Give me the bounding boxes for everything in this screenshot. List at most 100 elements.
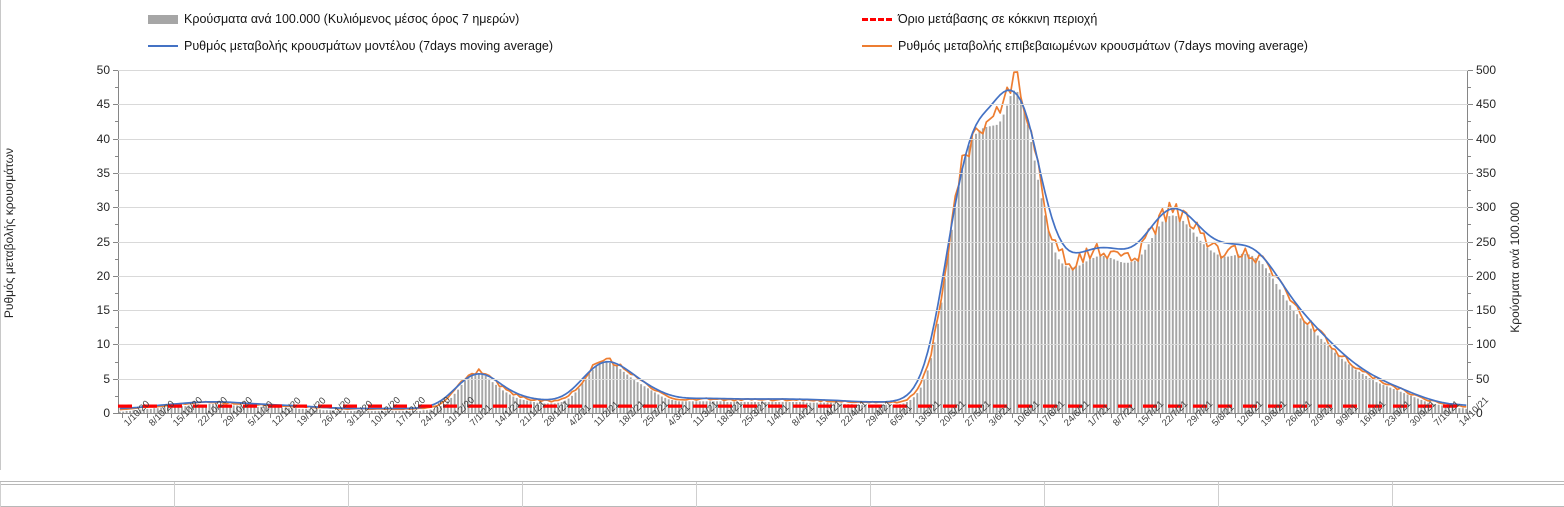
bar	[1378, 383, 1381, 413]
bar	[1392, 388, 1395, 413]
bar	[132, 410, 135, 413]
x-axis-tick	[319, 413, 321, 418]
bar	[812, 402, 815, 413]
axis-tick	[1468, 138, 1473, 140]
bar	[909, 399, 912, 413]
bar	[968, 145, 971, 413]
axis-minor-tick	[115, 292, 118, 294]
bar	[854, 404, 857, 413]
bar	[1099, 255, 1102, 413]
bar	[1410, 395, 1412, 413]
bar	[1230, 255, 1233, 413]
legend-item-cases-per-100k[interactable]: Κρούσματα ανά 100.000 (Κυλιόμενος μέσος …	[148, 12, 519, 26]
bar	[391, 410, 394, 413]
bar	[122, 411, 125, 413]
bar	[640, 384, 643, 413]
axis-minor-tick	[115, 121, 118, 123]
bar	[805, 402, 808, 413]
bar	[329, 410, 332, 413]
bar	[156, 408, 159, 413]
bar	[1334, 352, 1337, 413]
y-axis-right-tick-label: 50	[1476, 371, 1490, 386]
legend-item-red-threshold[interactable]: Όριο μετάβασης σε κόκκινη περιοχή	[862, 12, 1097, 26]
x-axis-tick	[393, 413, 395, 418]
y-axis-right-tick-label: 450	[1476, 97, 1497, 112]
bar	[142, 409, 145, 413]
bar	[1189, 228, 1192, 413]
bar	[709, 401, 712, 413]
bar	[1289, 305, 1292, 413]
bar	[477, 373, 480, 413]
bar	[1330, 349, 1333, 413]
sheet-hline-top	[0, 481, 1564, 482]
x-axis-tick	[962, 413, 964, 418]
bar	[760, 402, 763, 413]
bar	[1268, 273, 1271, 413]
bar	[301, 408, 304, 413]
bar	[180, 406, 183, 413]
bar	[1413, 397, 1416, 413]
bar	[153, 408, 156, 413]
x-axis-tick	[542, 413, 544, 418]
bar	[1182, 220, 1185, 413]
bar	[1161, 221, 1164, 413]
bar	[1271, 278, 1274, 413]
bar	[1009, 96, 1012, 413]
axis-minor-tick	[115, 87, 118, 89]
bar	[384, 410, 387, 413]
bar	[843, 404, 846, 413]
bar	[488, 378, 491, 413]
bar	[1454, 407, 1457, 413]
bar	[1037, 179, 1040, 413]
legend-label-confirmed-rate: Ρυθμός μεταβολής επιβεβαιωμένων κρουσμάτ…	[898, 39, 1308, 53]
bar	[1151, 238, 1154, 413]
bar	[1213, 252, 1216, 413]
spreadsheet-grid[interactable]	[0, 470, 1564, 507]
bar	[291, 408, 294, 413]
bar	[1140, 254, 1143, 413]
bar	[1109, 257, 1112, 413]
legend-item-confirmed-rate[interactable]: Ρυθμός μεταβολής επιβεβαιωμένων κρουσμάτ…	[862, 39, 1308, 53]
legend-item-model-rate[interactable]: Ρυθμός μεταβολής κρουσμάτων μοντέλου (7d…	[148, 39, 553, 53]
bar	[505, 392, 508, 413]
bar	[947, 253, 950, 413]
bar	[1358, 371, 1361, 413]
bar	[1292, 310, 1295, 413]
x-axis-tick	[863, 413, 865, 418]
bar	[1085, 261, 1088, 413]
bar	[819, 402, 822, 413]
bar	[930, 358, 933, 413]
x-axis-tick	[1185, 413, 1187, 418]
bar	[992, 125, 995, 413]
dashed-line-swatch-icon	[862, 17, 892, 21]
bar	[1427, 402, 1430, 413]
y-axis-right-tick-label: 250	[1476, 234, 1497, 249]
x-axis-line	[118, 413, 1468, 414]
bar	[139, 409, 142, 413]
bar	[740, 402, 743, 413]
x-axis-tick	[641, 413, 643, 418]
bar	[512, 396, 515, 413]
bar	[1064, 266, 1067, 413]
bar	[1095, 256, 1098, 413]
y-axis-right-tick-label: 500	[1476, 63, 1497, 77]
sheet-column-divider	[1218, 482, 1219, 507]
bar	[957, 186, 960, 413]
bar	[1071, 267, 1074, 413]
bar	[1192, 232, 1195, 413]
bar	[343, 410, 346, 413]
bar	[198, 404, 201, 413]
gridline	[118, 241, 1468, 243]
bar	[305, 408, 308, 413]
bar	[184, 406, 187, 413]
y-axis-left-tick-label: 40	[96, 131, 110, 146]
bar	[985, 126, 988, 413]
bar	[374, 410, 377, 413]
bar	[1154, 231, 1157, 413]
bar	[888, 404, 891, 413]
bar	[1216, 254, 1219, 413]
axis-minor-tick	[1468, 155, 1471, 157]
bar	[560, 402, 563, 413]
bar	[874, 404, 877, 413]
bar	[484, 375, 487, 413]
